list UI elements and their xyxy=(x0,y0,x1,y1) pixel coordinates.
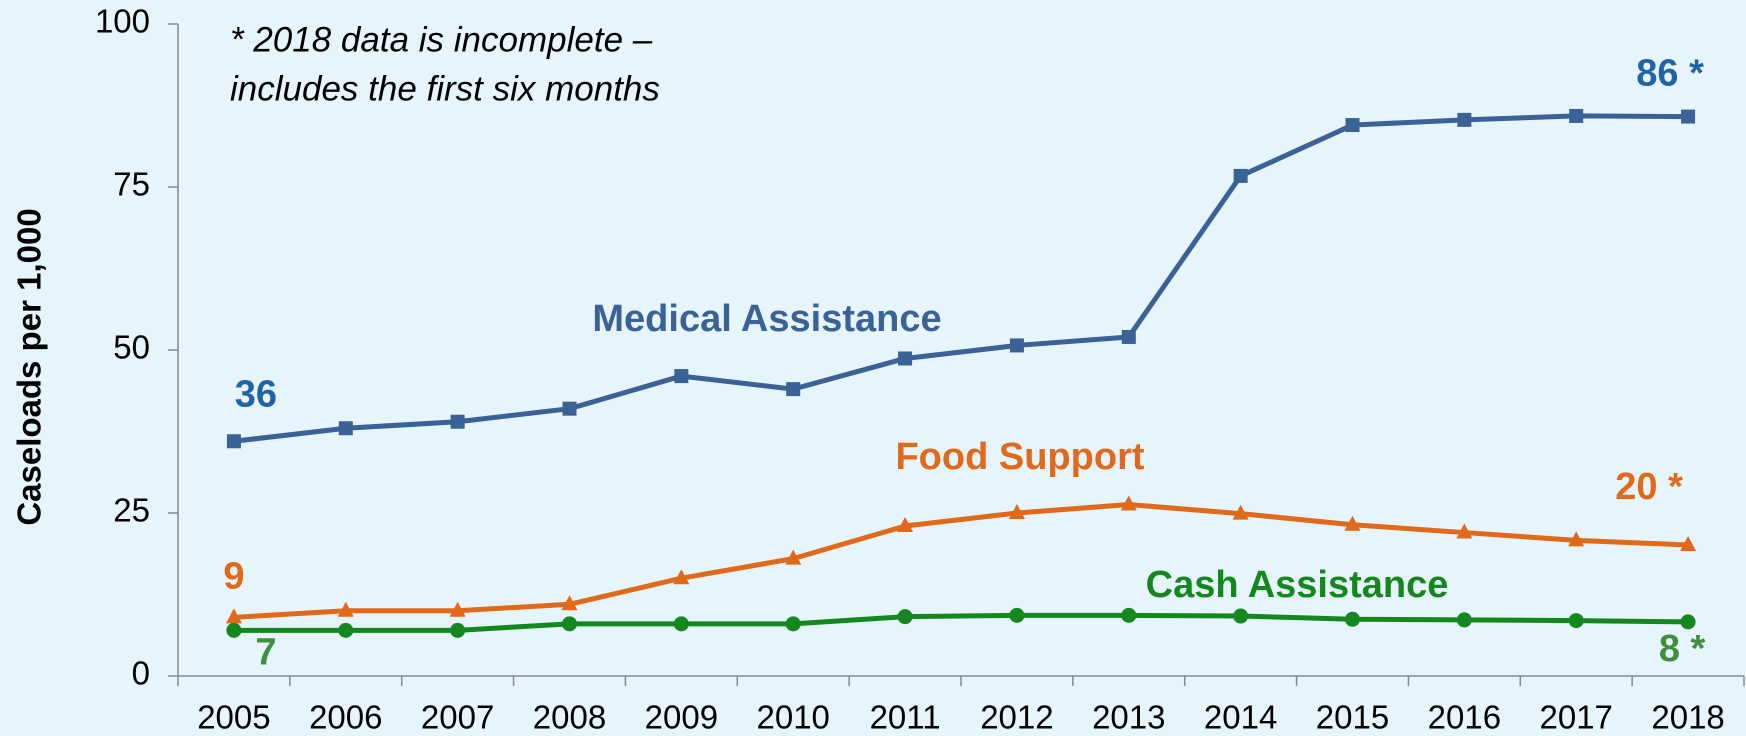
data-label: 8 * xyxy=(1659,628,1706,670)
x-tick-label: 2013 xyxy=(1092,699,1165,736)
data-label: 7 xyxy=(255,631,276,673)
marker xyxy=(1681,109,1696,124)
x-tick-label: 2014 xyxy=(1204,699,1277,736)
marker xyxy=(1568,531,1585,547)
x-tick-label: 2011 xyxy=(870,699,941,736)
marker xyxy=(1456,612,1472,628)
marker xyxy=(898,351,913,366)
annotation: * 2018 data is incomplete – xyxy=(230,20,653,59)
marker xyxy=(561,595,578,611)
series-line xyxy=(233,612,1689,633)
marker xyxy=(1008,504,1025,519)
marker xyxy=(897,517,914,533)
marker xyxy=(1009,338,1024,353)
marker xyxy=(674,369,689,384)
marker xyxy=(1569,108,1584,123)
marker xyxy=(337,601,354,617)
y-tick-label: 25 xyxy=(113,492,150,529)
series-line xyxy=(233,113,1689,444)
marker xyxy=(338,421,353,436)
marker xyxy=(1457,112,1472,127)
marker xyxy=(1456,523,1473,539)
marker xyxy=(673,569,690,585)
marker xyxy=(673,616,689,632)
data-label: 36 xyxy=(235,373,277,415)
marker xyxy=(1009,607,1025,623)
marker xyxy=(1120,495,1137,511)
series-line xyxy=(233,502,1689,620)
series-label: Cash Assistance xyxy=(1146,564,1449,606)
annotation: includes the first six months xyxy=(230,69,660,108)
y-tick-label: 75 xyxy=(113,166,150,203)
data-label: 86 * xyxy=(1636,53,1704,95)
marker xyxy=(1233,168,1248,183)
series-label: Medical Assistance xyxy=(592,298,941,340)
marker xyxy=(226,434,241,449)
marker xyxy=(450,622,466,638)
x-tick-label: 2017 xyxy=(1540,699,1613,736)
y-tick-label: 100 xyxy=(95,3,150,40)
data-label: 9 xyxy=(223,555,244,597)
y-axis-label: Caseloads per 1,000 xyxy=(11,208,48,525)
y-tick-label: 50 xyxy=(113,329,150,366)
marker xyxy=(1568,613,1584,629)
marker xyxy=(897,609,913,625)
marker xyxy=(786,382,801,397)
x-tick-label: 2015 xyxy=(1316,699,1389,736)
marker xyxy=(1344,515,1361,531)
marker xyxy=(338,622,354,638)
y-tick-label: 0 xyxy=(132,655,150,692)
marker xyxy=(226,622,242,638)
marker xyxy=(225,608,242,624)
marker xyxy=(449,601,466,617)
series-label: Food Support xyxy=(895,436,1144,478)
x-tick-label: 2008 xyxy=(533,699,606,736)
marker xyxy=(1680,535,1697,551)
data-label: 20 * xyxy=(1615,466,1683,508)
marker xyxy=(1345,118,1360,133)
marker xyxy=(1233,608,1249,624)
x-tick-label: 2009 xyxy=(645,699,718,736)
marker xyxy=(1121,607,1137,623)
marker xyxy=(562,401,577,416)
x-tick-label: 2018 xyxy=(1651,699,1724,736)
x-tick-label: 2010 xyxy=(757,699,830,736)
x-tick-label: 2016 xyxy=(1428,699,1501,736)
x-tick-label: 2005 xyxy=(197,699,270,736)
marker xyxy=(1345,611,1360,627)
marker xyxy=(1232,504,1249,520)
marker xyxy=(785,616,801,632)
marker xyxy=(785,549,802,565)
x-tick-label: 2012 xyxy=(980,699,1053,736)
marker xyxy=(1121,329,1136,344)
x-tick-label: 2007 xyxy=(421,699,494,736)
marker xyxy=(1680,614,1696,630)
marker xyxy=(562,616,577,632)
x-tick-label: 2006 xyxy=(309,699,382,736)
marker xyxy=(450,414,465,429)
